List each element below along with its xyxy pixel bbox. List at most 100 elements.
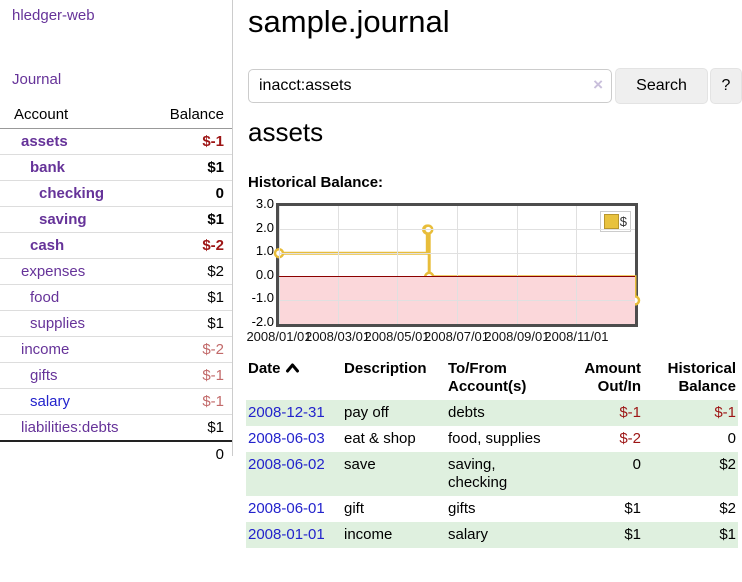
account-balance: $1 — [152, 310, 232, 337]
transaction-amount: $-1 — [619, 404, 641, 421]
account-balance: $1 — [152, 284, 232, 311]
transaction-amount: $-2 — [619, 430, 641, 447]
transaction-description: save — [344, 456, 376, 473]
account-link[interactable]: food — [30, 289, 60, 306]
search-form: × Search ? — [248, 68, 742, 104]
account-balance: $1 — [152, 414, 232, 441]
account-row: saving $1 — [0, 206, 232, 233]
transaction-balance: $-1 — [714, 404, 736, 421]
transaction-date-link[interactable]: 2008-06-01 — [248, 500, 325, 517]
register-table: Date Description To/From Account(s) Amoun… — [246, 356, 738, 548]
transaction-date-link[interactable]: 2008-06-03 — [248, 430, 325, 447]
account-row: assets $-1 — [0, 129, 232, 155]
chart-legend: $ — [599, 211, 631, 232]
transaction-accounts: saving, checking — [448, 456, 508, 491]
search-box: × — [248, 69, 612, 103]
account-balance: $2 — [152, 258, 232, 285]
help-button[interactable]: ? — [710, 68, 742, 104]
register-header-amount: Amount Out/In — [584, 360, 641, 395]
account-balance: 0 — [152, 180, 232, 207]
account-balance: $-2 — [152, 336, 232, 363]
transaction-description: gift — [344, 500, 365, 517]
transaction-accounts: gifts — [448, 500, 476, 517]
transaction-row: 2008-06-02 save saving, checking 0 $2 — [246, 452, 738, 496]
account-link[interactable]: bank — [30, 159, 66, 176]
account-row: cash $-2 — [0, 232, 232, 259]
account-balance: $-2 — [152, 232, 232, 259]
transaction-row: 2008-12-31 pay off debts $-1 $-1 — [246, 400, 738, 426]
account-row: bank $1 — [0, 154, 232, 181]
transaction-amount: $1 — [624, 526, 641, 543]
accounts-table-header: Account Balance — [0, 102, 232, 129]
account-row: food $1 — [0, 284, 232, 311]
chart-plot: $ — [273, 203, 641, 327]
clear-search-icon[interactable]: × — [593, 75, 603, 94]
account-link[interactable]: saving — [39, 211, 87, 228]
account-row: checking 0 — [0, 180, 232, 207]
account-link[interactable]: expenses — [21, 263, 86, 280]
accounts-table-body: assets $-1 bank $1 checking 0 saving $1 — [0, 129, 232, 467]
account-balance: $-1 — [152, 388, 232, 415]
transaction-balance: $1 — [719, 526, 736, 543]
account-link[interactable]: supplies — [30, 315, 86, 332]
account-link[interactable]: income — [21, 341, 70, 358]
transaction-balance: 0 — [727, 430, 736, 447]
accounts-total-spacer — [0, 440, 153, 467]
account-link[interactable]: assets — [21, 133, 68, 150]
transaction-date-link[interactable]: 2008-01-01 — [248, 526, 325, 543]
account-balance: $1 — [152, 206, 232, 233]
register-table-body: 2008-12-31 pay off debts $-1 $-1 2008-06… — [246, 400, 738, 548]
account-row: salary $-1 — [0, 388, 232, 415]
transaction-accounts: debts — [448, 404, 485, 421]
account-row: income $-2 — [0, 336, 232, 363]
register-header-description: Description — [344, 360, 427, 377]
transaction-amount: 0 — [632, 456, 641, 473]
accounts-header-balance: Balance — [152, 102, 232, 129]
account-heading: assets — [248, 117, 324, 147]
account-balance: $-1 — [152, 362, 232, 389]
account-link[interactable]: gifts — [30, 367, 58, 384]
transaction-description: income — [344, 526, 393, 543]
sidebar-item-journal[interactable]: Journal — [12, 71, 62, 88]
legend-label: $ — [619, 214, 627, 229]
sidebar-divider — [232, 0, 233, 456]
balance-chart: 3.0 2.0 1.0 0.0 -1.0 -2.0 $ 2008/01/01 2008/03… — [246, 196, 742, 348]
chart-y-axis: 3.0 2.0 1.0 0.0 -1.0 -2.0 — [251, 196, 274, 329]
register-header-balance: Historical Balance — [667, 360, 736, 395]
account-row: supplies $1 — [0, 310, 232, 337]
legend-swatch-icon — [603, 214, 619, 229]
account-link[interactable]: salary — [30, 393, 71, 410]
transaction-amount: $1 — [624, 500, 641, 517]
account-row: expenses $2 — [0, 258, 232, 285]
register-header-accounts: To/From Account(s) — [448, 360, 527, 395]
transaction-accounts: salary — [448, 526, 489, 543]
account-row: gifts $-1 — [0, 362, 232, 389]
account-link[interactable]: liabilities:debts — [21, 419, 119, 436]
app-title-link[interactable]: hledger-web — [12, 7, 95, 24]
transaction-date-link[interactable]: 2008-12-31 — [248, 404, 325, 421]
transaction-balance: $2 — [719, 500, 736, 517]
main-content: sample.journal × Search ? assets Histori… — [246, 0, 742, 582]
transaction-description: pay off — [344, 404, 389, 421]
transaction-row: 2008-06-03 eat & shop food, supplies $-2… — [246, 426, 738, 452]
accounts-total-row: 0 — [0, 440, 232, 467]
register-header-date[interactable]: Date — [246, 356, 342, 400]
accounts-total-value: 0 — [152, 440, 232, 467]
account-row: liabilities:debts $1 — [0, 414, 232, 441]
register-header-row: Date Description To/From Account(s) Amoun… — [246, 356, 738, 400]
transaction-row: 2008-01-01 income salary $1 $1 — [246, 522, 738, 548]
account-balance: $1 — [152, 154, 232, 181]
chart-title: Historical Balance: — [248, 174, 384, 191]
chart-x-axis: 2008/01/01 2008/03/01 2008/05/01 2008/07/01… — [246, 329, 609, 344]
account-balance: $-1 — [202, 133, 224, 150]
account-link[interactable]: cash — [30, 237, 65, 254]
account-link[interactable]: checking — [39, 185, 105, 202]
sort-ascending-icon — [285, 363, 299, 373]
transaction-description: eat & shop — [344, 430, 416, 447]
transaction-row: 2008-06-01 gift gifts $1 $2 — [246, 496, 738, 522]
transaction-accounts: food, supplies — [448, 430, 541, 447]
search-button[interactable]: Search — [615, 68, 708, 104]
transaction-balance: $2 — [719, 456, 736, 473]
search-input[interactable] — [248, 69, 612, 103]
transaction-date-link[interactable]: 2008-06-02 — [248, 456, 325, 473]
